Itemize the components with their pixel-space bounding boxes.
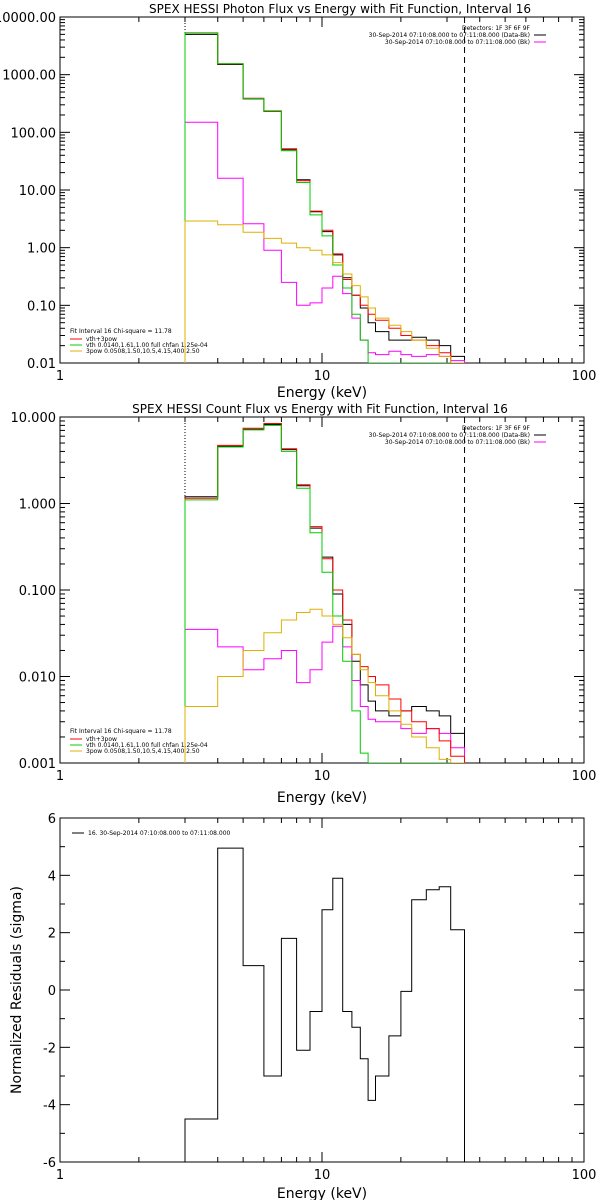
y-tick-label: 1000.00 [2,69,56,84]
y-tick-label: 1.000 [19,498,56,513]
y-tick-label: 0.01 [27,357,56,372]
y-tick-label: 4 [48,869,56,884]
plot-frame [59,16,585,364]
y-tick-label: 0.10 [27,299,56,314]
y-tick-label: -6 [43,1156,56,1171]
info-detectors: Detectors: 1F 3F 6F 9F [462,25,531,32]
photon-flux-panel: SPEX HESSI Photon Flux vs Energy with Fi… [0,2,596,401]
info-detectors: Detectors: 1F 3F 6F 9F [462,425,531,432]
legend-total: vth+3pow [86,336,117,343]
series-vth [184,424,465,763]
y-tick-label: 0.001 [19,757,56,772]
y-tick-label: -4 [43,1099,56,1114]
legend-vth: vth 0.0140,1.61,1.00 full chfan 1.25e-04 [86,342,208,349]
series-vth-3pow [184,32,465,363]
y-tick-label: 10.00 [19,184,56,199]
residuals-panel: Energy (keV) Normalized Residuals (sigma… [9,812,597,1202]
x-axis-label: Energy (keV) [277,790,367,806]
y-tick-label: 10000.00 [0,11,56,26]
x-tick-label: 1 [56,369,64,384]
plot-frame [59,416,585,764]
panel-title: SPEX HESSI Count Flux vs Energy with Fit… [132,402,508,416]
x-tick-label: 1 [56,769,64,784]
legend-vth: vth 0.0140,1.61,1.00 full chfan 1.25e-04 [86,742,208,749]
legend-residuals: 16. 30-Sep-2014 07:10:08.000 to 07:11:08… [88,830,231,837]
series-3pow [184,608,465,763]
legend-total: vth+3pow [86,736,117,743]
series-vth-3pow [184,423,465,763]
x-axis-label: Energy (keV) [277,385,367,401]
series-data-bk [184,33,465,363]
fit-info: Fit Interval 16 Chi-square = 11.78 [70,328,172,335]
x-tick-label: 10 [314,769,331,784]
y-tick-label: 0 [48,984,56,999]
x-tick-label: 1 [56,1168,64,1183]
legend-3pow: 3pow 0.0508,1.50,10.5,4.15,400,2.50 [86,748,200,755]
fit-info: Fit Interval 16 Chi-square = 11.78 [70,728,172,735]
y-tick-label: 100.00 [11,126,57,141]
panel-title: SPEX HESSI Photon Flux vs Energy with Fi… [149,2,531,16]
series-bk [184,121,465,363]
info-time-data: 30-Sep-2014 07:10:08.000 to 07:11:08.000… [369,32,530,39]
x-tick-label: 10 [314,1168,331,1183]
legend-3pow: 3pow 0.0508,1.50,10.5,4.15,400,2.50 [86,348,200,355]
y-tick-label: 0.010 [19,671,56,686]
x-tick-label: 100 [572,369,597,384]
series-data-bk [184,424,465,763]
y-tick-label: 0.100 [19,584,56,599]
series-vth [184,32,465,363]
x-tick-label: 10 [314,369,331,384]
series-residuals [184,847,465,1162]
y-tick-label: -2 [43,1041,56,1056]
y-axis-label: Normalized Residuals (sigma) [9,886,25,1094]
series-3pow [184,220,465,363]
y-tick-label: 6 [48,812,56,827]
y-tick-label: 1.00 [27,242,56,257]
x-tick-label: 100 [572,769,597,784]
series-bk [184,625,465,763]
y-tick-label: 2 [48,927,56,942]
x-axis-label: Energy (keV) [277,1186,367,1200]
x-tick-label: 100 [572,1168,597,1183]
info-time-data: 30-Sep-2014 07:10:08.000 to 07:11:08.000… [369,432,530,439]
info-time-bk: 30-Sep-2014 07:10:08.000 to 07:11:08.000… [385,439,530,446]
info-time-bk: 30-Sep-2014 07:10:08.000 to 07:11:08.000… [385,39,530,46]
y-tick-label: 10.000 [11,411,57,426]
count-flux-panel: SPEX HESSI Count Flux vs Energy with Fit… [11,402,597,806]
